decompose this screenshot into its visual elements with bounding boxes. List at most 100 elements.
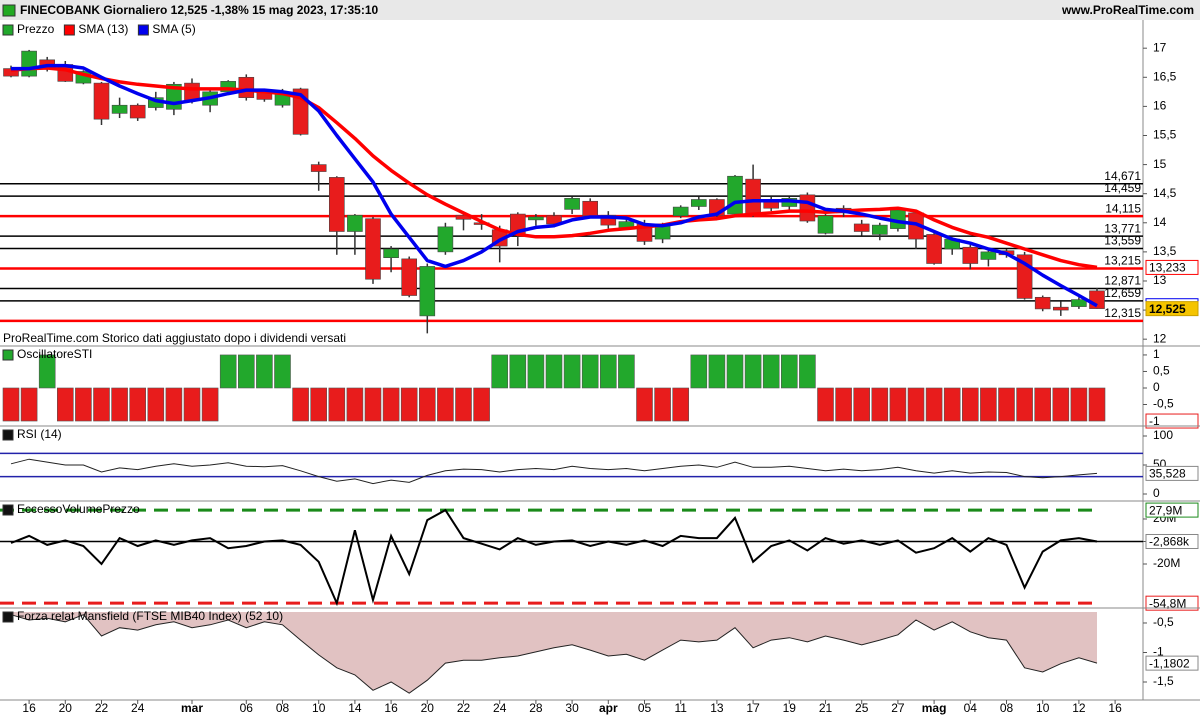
- bar: [165, 387, 183, 422]
- bar: [780, 354, 798, 389]
- y-tick-label: 14,5: [1153, 186, 1177, 200]
- bar: [835, 387, 852, 422]
- bar: [382, 387, 400, 422]
- legend-label: SMA (13): [78, 22, 128, 36]
- bar: [219, 354, 237, 389]
- candle-body: [672, 206, 689, 217]
- bar: [672, 387, 690, 422]
- candle-body: [853, 223, 870, 232]
- level-label: 12,659: [1104, 286, 1141, 300]
- last-value-box: [1145, 413, 1199, 429]
- bar: [111, 387, 128, 422]
- bar: [346, 387, 364, 422]
- candle-body: [437, 226, 454, 253]
- x-tick-label: 10: [1036, 701, 1050, 715]
- bar: [147, 387, 165, 422]
- candle-body: [871, 224, 888, 235]
- y-tick-label: -1,5: [1153, 674, 1174, 688]
- y-tick-label: 17: [1153, 40, 1167, 54]
- x-tick-label: 08: [1000, 701, 1014, 715]
- candle-body: [129, 104, 146, 119]
- level-label-box: [1145, 595, 1199, 611]
- candle-body: [93, 82, 110, 120]
- bar: [654, 387, 671, 422]
- candle-body: [564, 198, 580, 210]
- bar: [527, 354, 545, 389]
- candle-body: [799, 194, 816, 222]
- candle-body: [962, 246, 979, 264]
- bar: [762, 354, 780, 389]
- bar: [943, 387, 961, 422]
- bar: [400, 387, 418, 422]
- legend-swatch: [63, 24, 75, 36]
- y-tick-label: -20M: [1153, 556, 1180, 570]
- sma-line: [11, 63, 1098, 308]
- x-tick-label: 25: [855, 701, 869, 715]
- candle-body: [184, 82, 200, 101]
- bar: [1034, 387, 1051, 422]
- x-tick-label: 16: [22, 701, 36, 715]
- last-value-box: [1145, 465, 1199, 481]
- y-tick-label: 15: [1153, 157, 1167, 171]
- level-label: 13,771: [1104, 221, 1141, 235]
- candle-body: [328, 177, 345, 232]
- candle-body: [980, 251, 997, 260]
- bar: [455, 387, 472, 422]
- bar: [201, 387, 219, 422]
- bar: [799, 354, 816, 389]
- y-tick-label: 0,5: [1153, 364, 1170, 378]
- note: ProRealTime.com Storico dati aggiustato …: [3, 331, 346, 345]
- y-tick-label: 0: [1153, 380, 1160, 394]
- bar: [38, 354, 56, 389]
- y-tick-label: 13: [1153, 273, 1167, 287]
- bar: [364, 387, 382, 422]
- level-label: 13,559: [1104, 234, 1141, 248]
- bar: [56, 387, 74, 422]
- bar: [292, 387, 309, 422]
- indicator-line: [10, 614, 1098, 694]
- y-tick-label: -0,5: [1153, 615, 1174, 629]
- last-value-box: [1145, 655, 1199, 671]
- x-tick-label: mar: [181, 701, 203, 715]
- last-price-box: [1145, 301, 1199, 317]
- x-tick-label: 08: [276, 701, 290, 715]
- last-value: -1,1802: [1149, 656, 1190, 670]
- bar: [20, 387, 38, 422]
- x-tick-label: 06: [240, 701, 254, 715]
- x-tick-label: 20: [421, 701, 435, 715]
- bar: [726, 354, 744, 389]
- bar: [817, 387, 834, 422]
- candle-body: [419, 266, 436, 317]
- bar: [310, 387, 328, 422]
- candle-body: [310, 164, 327, 172]
- bar: [618, 354, 635, 389]
- candle-body: [817, 215, 834, 234]
- x-tick-label: 28: [529, 701, 543, 715]
- candle-body: [690, 199, 707, 207]
- y-tick-label: 13,5: [1153, 244, 1177, 258]
- bar: [491, 354, 509, 389]
- bar: [1070, 387, 1088, 422]
- candle-body: [745, 178, 761, 215]
- header-bar: [0, 0, 1200, 20]
- bar: [1052, 387, 1070, 422]
- indicator-line: [10, 508, 1098, 607]
- candle-body: [1053, 306, 1069, 311]
- y-tick-label: 16,5: [1153, 69, 1177, 83]
- last-value: 35,528: [1149, 467, 1186, 481]
- bar: [961, 387, 979, 422]
- candle-body: [727, 175, 743, 215]
- bar: [1016, 387, 1033, 422]
- candle-body: [1089, 290, 1105, 309]
- header-site: www.ProRealTime.com: [1061, 3, 1194, 17]
- candle-body: [383, 248, 399, 259]
- bar: [871, 387, 889, 422]
- last-value: -1: [1149, 414, 1160, 428]
- bar: [93, 387, 110, 422]
- y-tick-label: 14: [1153, 215, 1167, 229]
- y-tick-label: 1: [1153, 347, 1160, 361]
- level-label: 14,115: [1105, 201, 1141, 215]
- last-value-box: [1145, 259, 1199, 275]
